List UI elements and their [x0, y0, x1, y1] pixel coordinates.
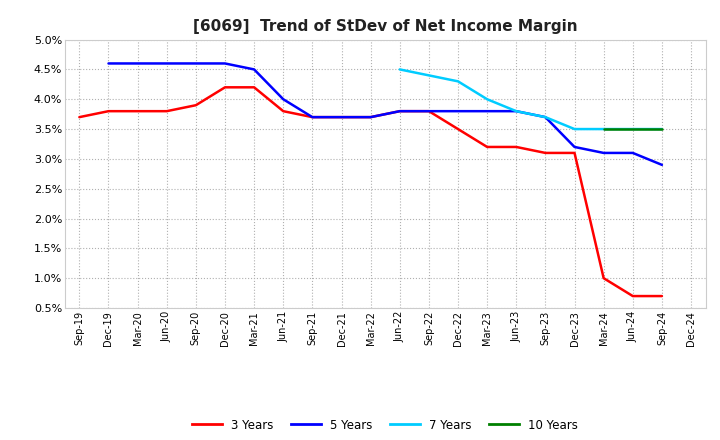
Title: [6069]  Trend of StDev of Net Income Margin: [6069] Trend of StDev of Net Income Marg…	[193, 19, 577, 34]
Legend: 3 Years, 5 Years, 7 Years, 10 Years: 3 Years, 5 Years, 7 Years, 10 Years	[187, 414, 583, 436]
